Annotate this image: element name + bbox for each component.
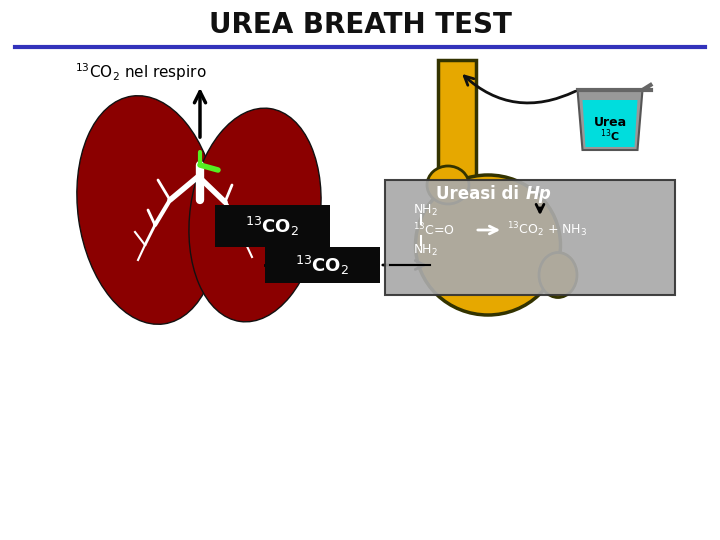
Bar (438, 60, 476, 210)
Text: $^{13}$C=O: $^{13}$C=O (413, 222, 455, 238)
Text: $^{13}$CO$_2$ nel respiro: $^{13}$CO$_2$ nel respiro (75, 61, 207, 83)
Text: UREA BREATH TEST: UREA BREATH TEST (209, 11, 511, 39)
Bar (385, 180, 675, 295)
Text: NH$_2$: NH$_2$ (413, 242, 438, 258)
Text: NH$_2$: NH$_2$ (413, 202, 438, 218)
Ellipse shape (539, 253, 577, 298)
Text: $^{13}$CO$_2$: $^{13}$CO$_2$ (295, 253, 350, 276)
Ellipse shape (189, 108, 321, 322)
Text: $^{13}$C: $^{13}$C (600, 127, 620, 144)
Ellipse shape (427, 166, 469, 204)
Text: Hp: Hp (526, 185, 552, 203)
Bar (265, 247, 380, 283)
Ellipse shape (415, 175, 560, 315)
Ellipse shape (77, 96, 219, 325)
Bar (215, 205, 330, 247)
Text: Ureasi di: Ureasi di (436, 185, 525, 203)
Text: $^{13}$CO$_2$ + NH$_3$: $^{13}$CO$_2$ + NH$_3$ (507, 221, 587, 239)
Polygon shape (582, 100, 637, 147)
Text: $^{13}$CO$_2$: $^{13}$CO$_2$ (246, 214, 300, 238)
Text: Urea: Urea (593, 116, 626, 129)
Polygon shape (577, 90, 642, 150)
